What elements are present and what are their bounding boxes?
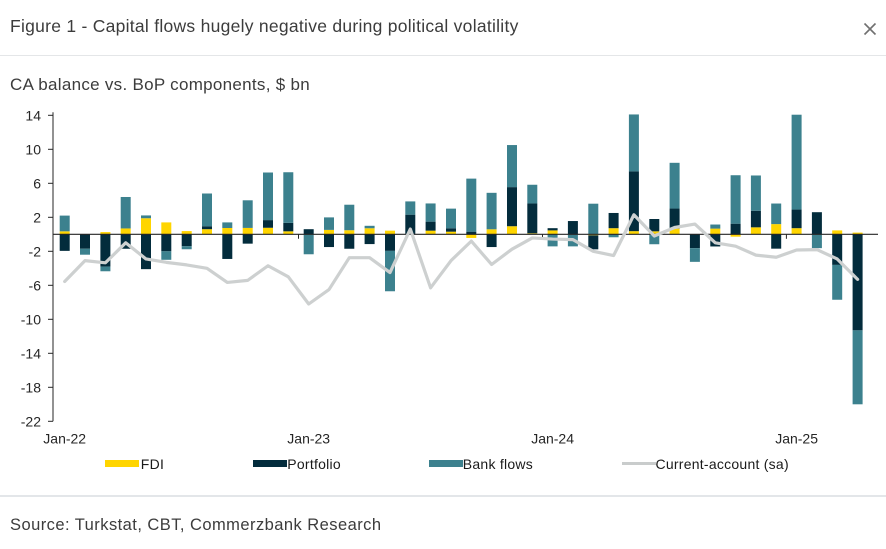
svg-text:14: 14 <box>25 107 41 123</box>
svg-text:-18: -18 <box>21 379 41 395</box>
svg-text:10: 10 <box>25 141 41 157</box>
svg-text:2: 2 <box>33 209 41 225</box>
svg-text:Jan-24: Jan-24 <box>531 431 574 447</box>
svg-text:-10: -10 <box>21 311 41 327</box>
svg-text:-22: -22 <box>21 413 41 429</box>
svg-text:6: 6 <box>33 175 41 191</box>
svg-text:Jan-23: Jan-23 <box>287 431 330 447</box>
svg-text:Jan-22: Jan-22 <box>43 431 86 447</box>
svg-text:-14: -14 <box>21 345 41 361</box>
svg-text:-2: -2 <box>29 243 42 259</box>
svg-text:Jan-25: Jan-25 <box>775 431 818 447</box>
svg-text:-6: -6 <box>29 277 42 293</box>
